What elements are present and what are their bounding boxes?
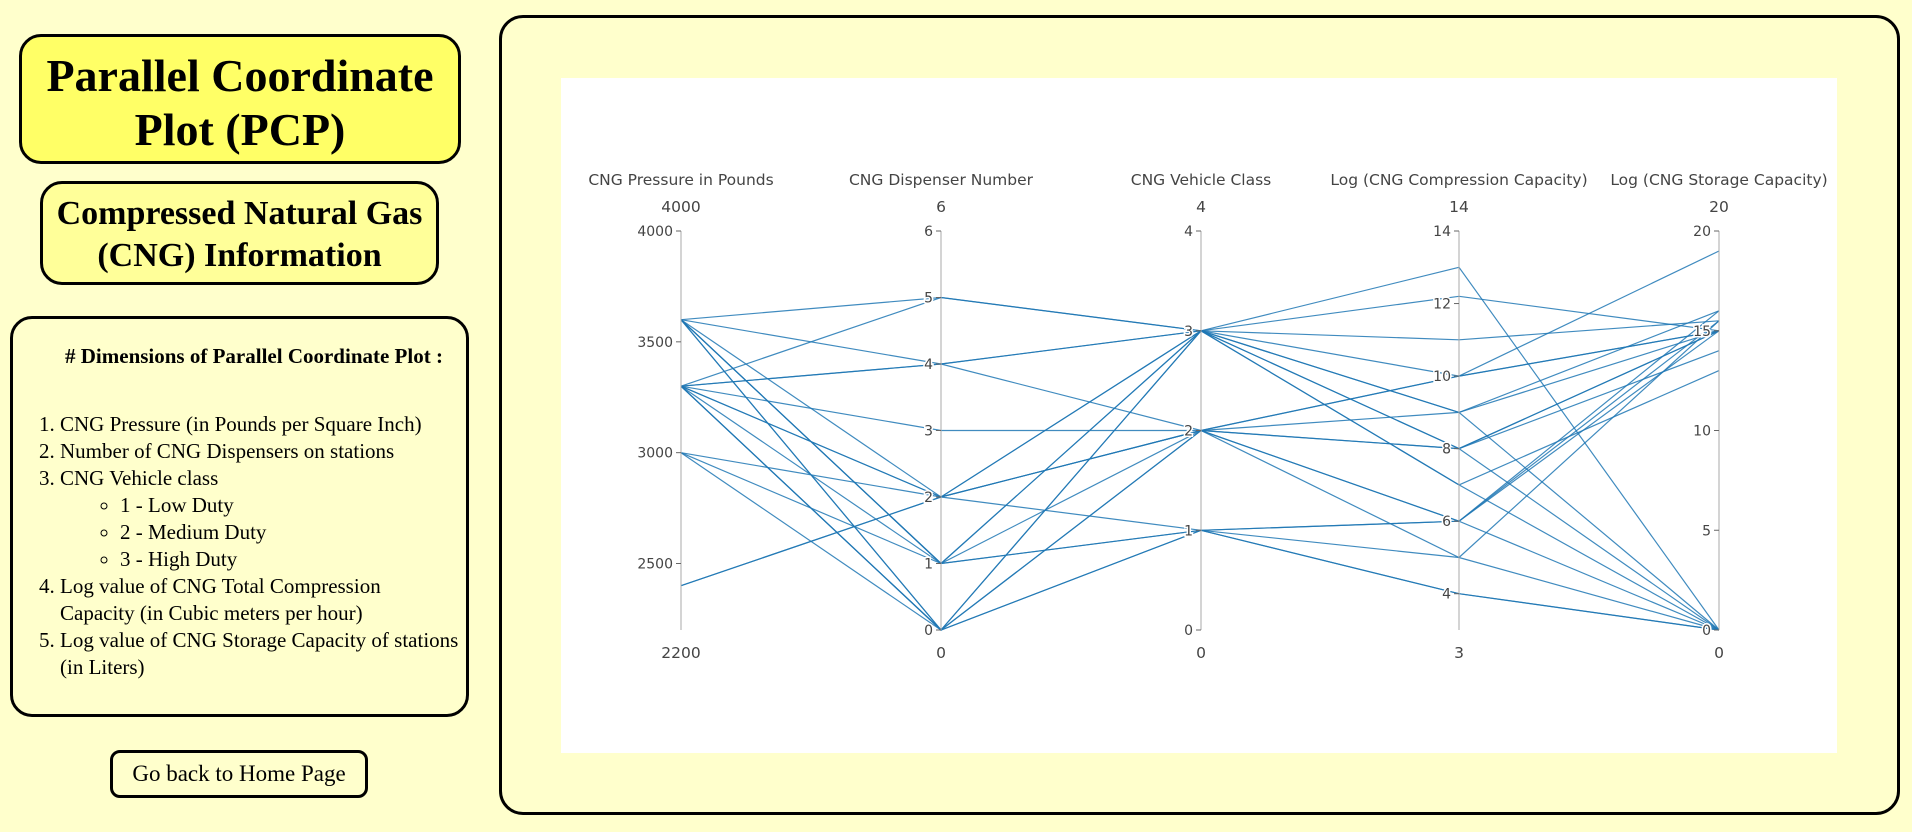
tick-label: 12	[1433, 297, 1451, 313]
page-subtitle: Compressed Natural Gas (CNG) Information	[40, 181, 439, 285]
axis-title: Log (CNG Storage Capacity)	[1610, 171, 1827, 189]
axis-max-label: 4000	[661, 198, 700, 216]
tick-label: 2	[924, 490, 933, 506]
data-line	[680, 330, 1720, 587]
axis-title: CNG Vehicle Class	[1131, 171, 1272, 189]
data-line	[680, 320, 1720, 631]
axis-max-label: 4	[1196, 198, 1206, 216]
tick-label: 1	[1184, 523, 1193, 539]
tick-label: 8	[1442, 442, 1451, 458]
axis-title: CNG Dispenser Number	[849, 171, 1034, 189]
dimension-item: Number of CNG Dispensers on stations	[60, 438, 460, 465]
axis-min-label: 0	[1196, 644, 1206, 662]
chart-area: CNG Pressure in Pounds 4000 2200 2500 3000 35…	[561, 78, 1837, 753]
tick-label: 15	[1693, 324, 1711, 340]
tick-label: 3000	[637, 446, 673, 462]
data-line	[680, 320, 1720, 631]
tick-label: 6	[924, 224, 933, 240]
tick-label: 1	[924, 557, 933, 573]
data-lines	[680, 250, 1720, 631]
vehicle-class-item: 2 - Medium Duty	[120, 519, 460, 546]
tick-label: 6	[1442, 514, 1451, 530]
tick-label: 3	[924, 424, 933, 440]
tick-label: 20	[1693, 224, 1711, 240]
tick-label: 14	[1433, 224, 1451, 240]
data-line	[680, 385, 1720, 631]
tick-label: 10	[1693, 424, 1711, 440]
axis: CNG Pressure in Pounds 4000 2200 2500 3000 35…	[588, 171, 773, 662]
axis-min-label: 2200	[661, 644, 700, 662]
parallel-coordinate-chart: CNG Pressure in Pounds400022002500300035…	[588, 171, 1827, 662]
tick-label: 2	[1184, 424, 1193, 440]
dimension-item-label: CNG Vehicle class	[60, 466, 219, 490]
axis-max-label: 20	[1709, 198, 1729, 216]
tick-label: 3500	[637, 335, 673, 351]
tick-label: 0	[1184, 623, 1193, 639]
data-line	[680, 319, 1720, 631]
axis-min-label: 0	[936, 644, 946, 662]
data-line	[680, 310, 1720, 531]
tick-label: 4	[924, 357, 933, 373]
data-line	[680, 319, 1720, 565]
tick-label: 0	[1702, 623, 1711, 639]
tick-label: 3	[1184, 324, 1193, 340]
axis-title: CNG Pressure in Pounds	[588, 171, 773, 189]
page-title: Parallel Coordinate Plot (PCP)	[19, 34, 461, 164]
axis-min-label: 3	[1454, 644, 1464, 662]
axis: Log (CNG Storage Capacity) 20 00 5 10 15 20	[1610, 171, 1827, 662]
data-line	[680, 266, 1720, 631]
tick-label: 4	[1184, 224, 1193, 240]
data-line	[680, 330, 1720, 631]
dimensions-info-panel: # Dimensions of Parallel Coordinate Plot…	[10, 316, 469, 717]
data-line	[680, 319, 1720, 631]
tick-label: 4000	[637, 224, 673, 240]
dimension-item: Log value of CNG Total Compression Capac…	[60, 573, 460, 627]
data-line	[680, 385, 1720, 631]
axis: Log (CNG Compression Capacity) 14 3 4 6 8 10 12…	[1330, 171, 1587, 662]
tick-label: 4	[1442, 587, 1451, 603]
tick-label: 0	[924, 623, 933, 639]
vehicle-class-list: 1 - Low Duty 2 - Medium Duty 3 - High Du…	[60, 492, 460, 573]
vehicle-class-item: 1 - Low Duty	[120, 492, 460, 519]
axis-title: Log (CNG Compression Capacity)	[1330, 171, 1587, 189]
axis-max-label: 6	[936, 198, 946, 216]
tick-label: 2500	[637, 557, 673, 573]
dimension-item: CNG Vehicle class 1 - Low Duty 2 - Mediu…	[60, 465, 460, 573]
axis: CNG Dispenser Number 6 00 1 2 3 4 5 6	[849, 171, 1034, 662]
axis: CNG Vehicle Class 4 00 1 2 3 4	[1131, 171, 1272, 662]
dimensions-heading: # Dimensions of Parallel Coordinate Plot…	[65, 344, 443, 368]
data-line	[680, 250, 1720, 587]
vehicle-class-item: 3 - High Duty	[120, 546, 460, 573]
axis-max-label: 14	[1449, 198, 1469, 216]
data-line	[680, 330, 1720, 631]
dimension-item: Log value of CNG Storage Capacity of sta…	[60, 627, 460, 681]
tick-label: 5	[924, 291, 933, 307]
tick-label: 5	[1702, 523, 1711, 539]
home-page-button[interactable]: Go back to Home Page	[110, 750, 368, 798]
data-line	[680, 319, 1720, 631]
axis-min-label: 0	[1714, 644, 1724, 662]
dimension-item: CNG Pressure (in Pounds per Square Inch)	[60, 411, 460, 438]
tick-label: 10	[1433, 369, 1451, 385]
dimensions-list: CNG Pressure (in Pounds per Square Inch)…	[13, 411, 460, 681]
